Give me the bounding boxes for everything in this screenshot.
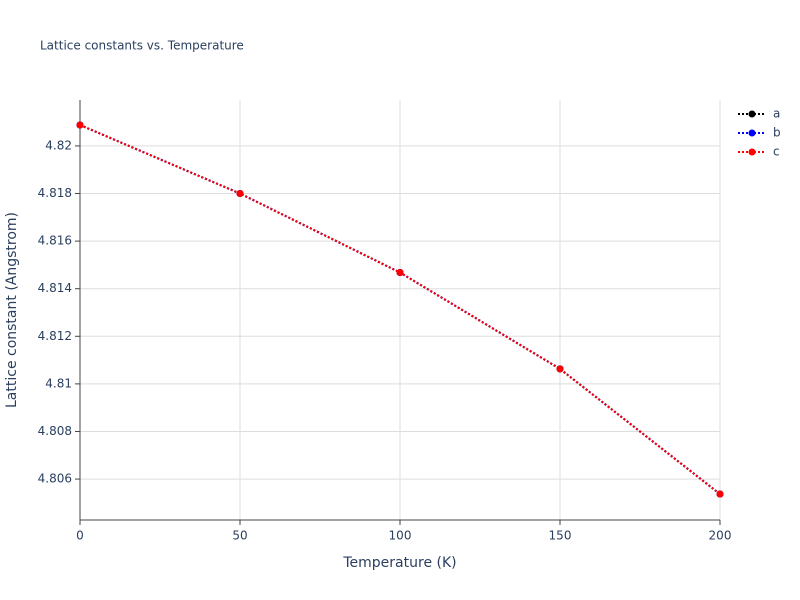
x-tick-label: 100: [389, 529, 412, 543]
legend-marker: [748, 148, 756, 156]
y-tick-label: 4.816: [38, 234, 72, 248]
chart-title: Lattice constants vs. Temperature: [40, 39, 244, 53]
point: [236, 190, 244, 198]
x-tick-label: 50: [232, 529, 247, 543]
x-tick-label: 150: [549, 529, 572, 543]
y-axis-title: Lattice constant (Angstrom): [4, 212, 20, 408]
y-tick-label: 4.818: [38, 186, 72, 200]
point: [76, 121, 84, 129]
y-tick-label: 4.812: [38, 329, 72, 343]
point: [396, 269, 404, 277]
y-tick-label: 4.806: [38, 472, 72, 486]
legend-label: b: [773, 126, 781, 140]
y-tick-label: 4.82: [45, 138, 72, 152]
point: [556, 365, 564, 373]
legend-label: a: [773, 107, 780, 121]
legend-marker: [748, 129, 756, 137]
x-tick-label: 200: [709, 529, 732, 543]
legend-label: c: [773, 145, 780, 159]
y-tick-label: 4.808: [38, 424, 72, 438]
x-axis-title: Temperature (K): [342, 555, 456, 571]
point: [716, 490, 724, 498]
y-tick-label: 4.81: [45, 376, 72, 390]
y-tick-label: 4.814: [38, 281, 72, 295]
legend-marker: [748, 110, 756, 118]
x-tick-label: 0: [76, 529, 84, 543]
